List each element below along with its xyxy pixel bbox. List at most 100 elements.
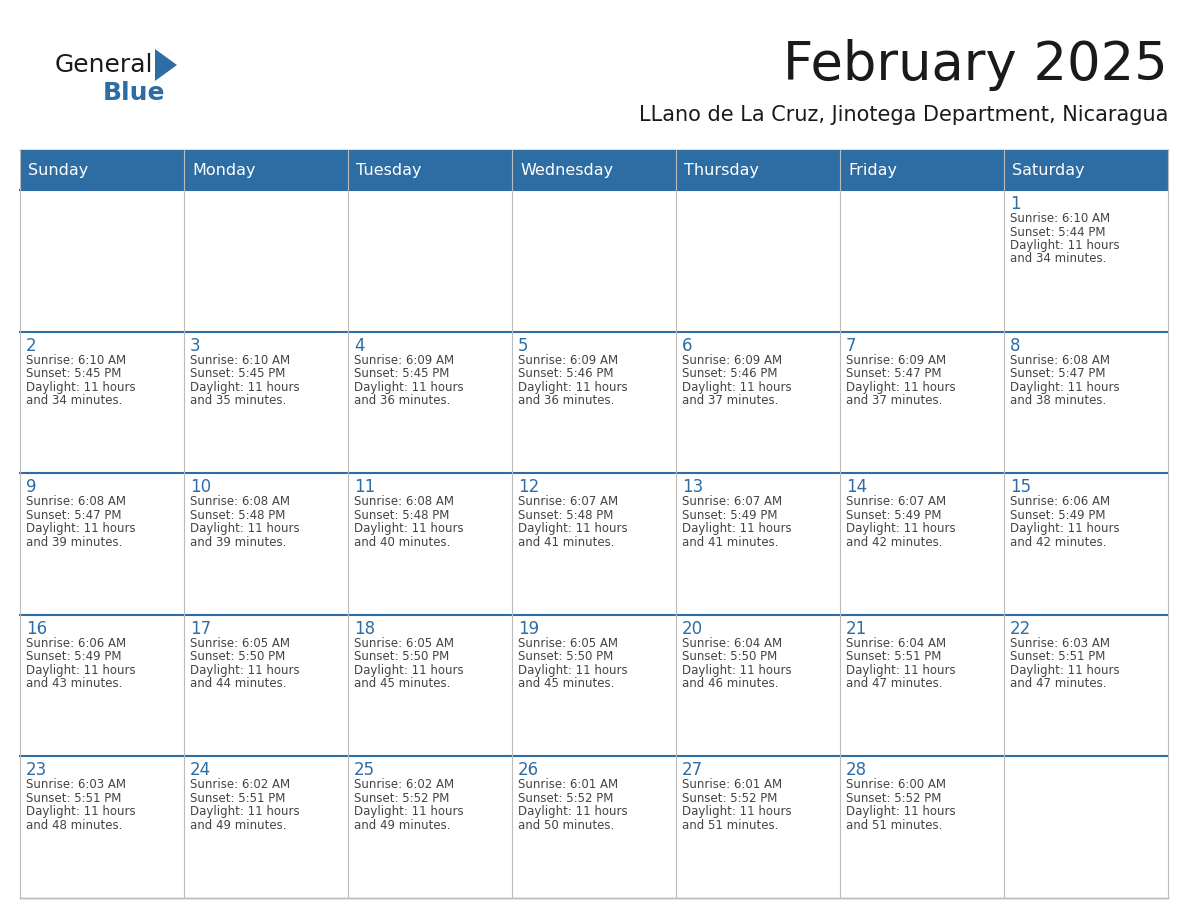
Bar	[184, 756, 348, 898]
Text: Sunrise: 6:02 AM: Sunrise: 6:02 AM	[354, 778, 454, 791]
Text: Daylight: 11 hours: Daylight: 11 hours	[682, 381, 791, 394]
Text: 19: 19	[518, 620, 539, 638]
Bar	[20, 756, 184, 898]
Text: Sunset: 5:52 PM: Sunset: 5:52 PM	[354, 792, 449, 805]
Text: Sunrise: 6:10 AM: Sunrise: 6:10 AM	[1010, 212, 1110, 225]
Text: Sunday: Sunday	[29, 162, 88, 177]
Text: Sunrise: 6:07 AM: Sunrise: 6:07 AM	[682, 495, 782, 509]
Text: and 37 minutes.: and 37 minutes.	[846, 394, 942, 407]
Bar	[676, 150, 840, 190]
Text: 6: 6	[682, 337, 693, 354]
Text: Sunset: 5:50 PM: Sunset: 5:50 PM	[518, 650, 613, 664]
Text: 27: 27	[682, 761, 703, 779]
Text: 2: 2	[26, 337, 37, 354]
Text: 17: 17	[190, 620, 211, 638]
Text: and 38 minutes.: and 38 minutes.	[1010, 394, 1106, 407]
Text: Daylight: 11 hours: Daylight: 11 hours	[190, 522, 299, 535]
Text: Sunset: 5:46 PM: Sunset: 5:46 PM	[518, 367, 613, 380]
Bar	[20, 473, 184, 615]
Text: Daylight: 11 hours: Daylight: 11 hours	[190, 664, 299, 677]
Bar	[512, 331, 676, 473]
Text: 26: 26	[518, 761, 539, 779]
Text: Sunset: 5:48 PM: Sunset: 5:48 PM	[190, 509, 285, 521]
Bar	[512, 473, 676, 615]
Text: Sunrise: 6:04 AM: Sunrise: 6:04 AM	[846, 637, 946, 650]
Text: Sunset: 5:47 PM: Sunset: 5:47 PM	[1010, 367, 1106, 380]
Text: and 51 minutes.: and 51 minutes.	[846, 819, 942, 832]
Text: Wednesday: Wednesday	[520, 162, 613, 177]
Text: Daylight: 11 hours: Daylight: 11 hours	[354, 664, 463, 677]
Text: Sunrise: 6:08 AM: Sunrise: 6:08 AM	[354, 495, 454, 509]
Text: and 36 minutes.: and 36 minutes.	[518, 394, 614, 407]
Text: 20: 20	[682, 620, 703, 638]
Text: 15: 15	[1010, 478, 1031, 497]
Text: 24: 24	[190, 761, 211, 779]
Text: Daylight: 11 hours: Daylight: 11 hours	[1010, 664, 1119, 677]
Text: Daylight: 11 hours: Daylight: 11 hours	[518, 805, 627, 819]
Text: Daylight: 11 hours: Daylight: 11 hours	[682, 805, 791, 819]
Text: Sunset: 5:44 PM: Sunset: 5:44 PM	[1010, 226, 1106, 239]
Text: and 36 minutes.: and 36 minutes.	[354, 394, 450, 407]
Text: Sunrise: 6:03 AM: Sunrise: 6:03 AM	[1010, 637, 1110, 650]
Text: and 47 minutes.: and 47 minutes.	[846, 677, 942, 690]
Text: Sunset: 5:51 PM: Sunset: 5:51 PM	[1010, 650, 1105, 664]
Bar	[840, 150, 1004, 190]
Text: 1: 1	[1010, 195, 1020, 213]
Text: and 41 minutes.: and 41 minutes.	[518, 536, 614, 549]
Text: Sunset: 5:49 PM: Sunset: 5:49 PM	[1010, 509, 1106, 521]
Text: Sunrise: 6:08 AM: Sunrise: 6:08 AM	[26, 495, 126, 509]
Text: and 48 minutes.: and 48 minutes.	[26, 819, 122, 832]
Text: Blue: Blue	[103, 81, 165, 105]
Text: 28: 28	[846, 761, 867, 779]
Bar	[348, 615, 512, 756]
Text: Daylight: 11 hours: Daylight: 11 hours	[518, 381, 627, 394]
Text: Sunset: 5:48 PM: Sunset: 5:48 PM	[354, 509, 449, 521]
Text: Daylight: 11 hours: Daylight: 11 hours	[354, 522, 463, 535]
Text: Daylight: 11 hours: Daylight: 11 hours	[682, 664, 791, 677]
Bar	[20, 190, 184, 331]
Text: Daylight: 11 hours: Daylight: 11 hours	[1010, 239, 1119, 252]
Text: Sunset: 5:49 PM: Sunset: 5:49 PM	[26, 650, 121, 664]
Polygon shape	[154, 49, 177, 81]
Text: Sunrise: 6:07 AM: Sunrise: 6:07 AM	[846, 495, 946, 509]
Text: Sunset: 5:51 PM: Sunset: 5:51 PM	[26, 792, 121, 805]
Text: Daylight: 11 hours: Daylight: 11 hours	[354, 805, 463, 819]
Text: and 37 minutes.: and 37 minutes.	[682, 394, 778, 407]
Text: 12: 12	[518, 478, 539, 497]
Text: Sunset: 5:51 PM: Sunset: 5:51 PM	[846, 650, 941, 664]
Bar	[184, 473, 348, 615]
Bar	[348, 756, 512, 898]
Text: and 43 minutes.: and 43 minutes.	[26, 677, 122, 690]
Text: Sunrise: 6:09 AM: Sunrise: 6:09 AM	[354, 353, 454, 366]
Bar	[676, 331, 840, 473]
Text: Sunset: 5:46 PM: Sunset: 5:46 PM	[682, 367, 777, 380]
Text: 8: 8	[1010, 337, 1020, 354]
Text: and 41 minutes.: and 41 minutes.	[682, 536, 778, 549]
Text: Sunrise: 6:09 AM: Sunrise: 6:09 AM	[682, 353, 782, 366]
Text: and 45 minutes.: and 45 minutes.	[518, 677, 614, 690]
Text: and 49 minutes.: and 49 minutes.	[354, 819, 450, 832]
Bar	[512, 615, 676, 756]
Bar	[184, 331, 348, 473]
Text: Daylight: 11 hours: Daylight: 11 hours	[26, 381, 135, 394]
Bar	[184, 190, 348, 331]
Text: Daylight: 11 hours: Daylight: 11 hours	[26, 664, 135, 677]
Bar	[840, 331, 1004, 473]
Text: Sunset: 5:47 PM: Sunset: 5:47 PM	[846, 367, 942, 380]
Text: Sunrise: 6:05 AM: Sunrise: 6:05 AM	[354, 637, 454, 650]
Text: 21: 21	[846, 620, 867, 638]
Bar	[1004, 190, 1168, 331]
Text: Sunset: 5:50 PM: Sunset: 5:50 PM	[354, 650, 449, 664]
Text: 11: 11	[354, 478, 375, 497]
Text: Daylight: 11 hours: Daylight: 11 hours	[846, 805, 955, 819]
Text: Sunset: 5:52 PM: Sunset: 5:52 PM	[846, 792, 941, 805]
Bar	[20, 615, 184, 756]
Bar	[1004, 473, 1168, 615]
Text: Friday: Friday	[848, 162, 897, 177]
Text: Daylight: 11 hours: Daylight: 11 hours	[518, 664, 627, 677]
Text: Saturday: Saturday	[1012, 162, 1085, 177]
Bar	[184, 150, 348, 190]
Bar	[1004, 615, 1168, 756]
Text: and 50 minutes.: and 50 minutes.	[518, 819, 614, 832]
Bar	[20, 331, 184, 473]
